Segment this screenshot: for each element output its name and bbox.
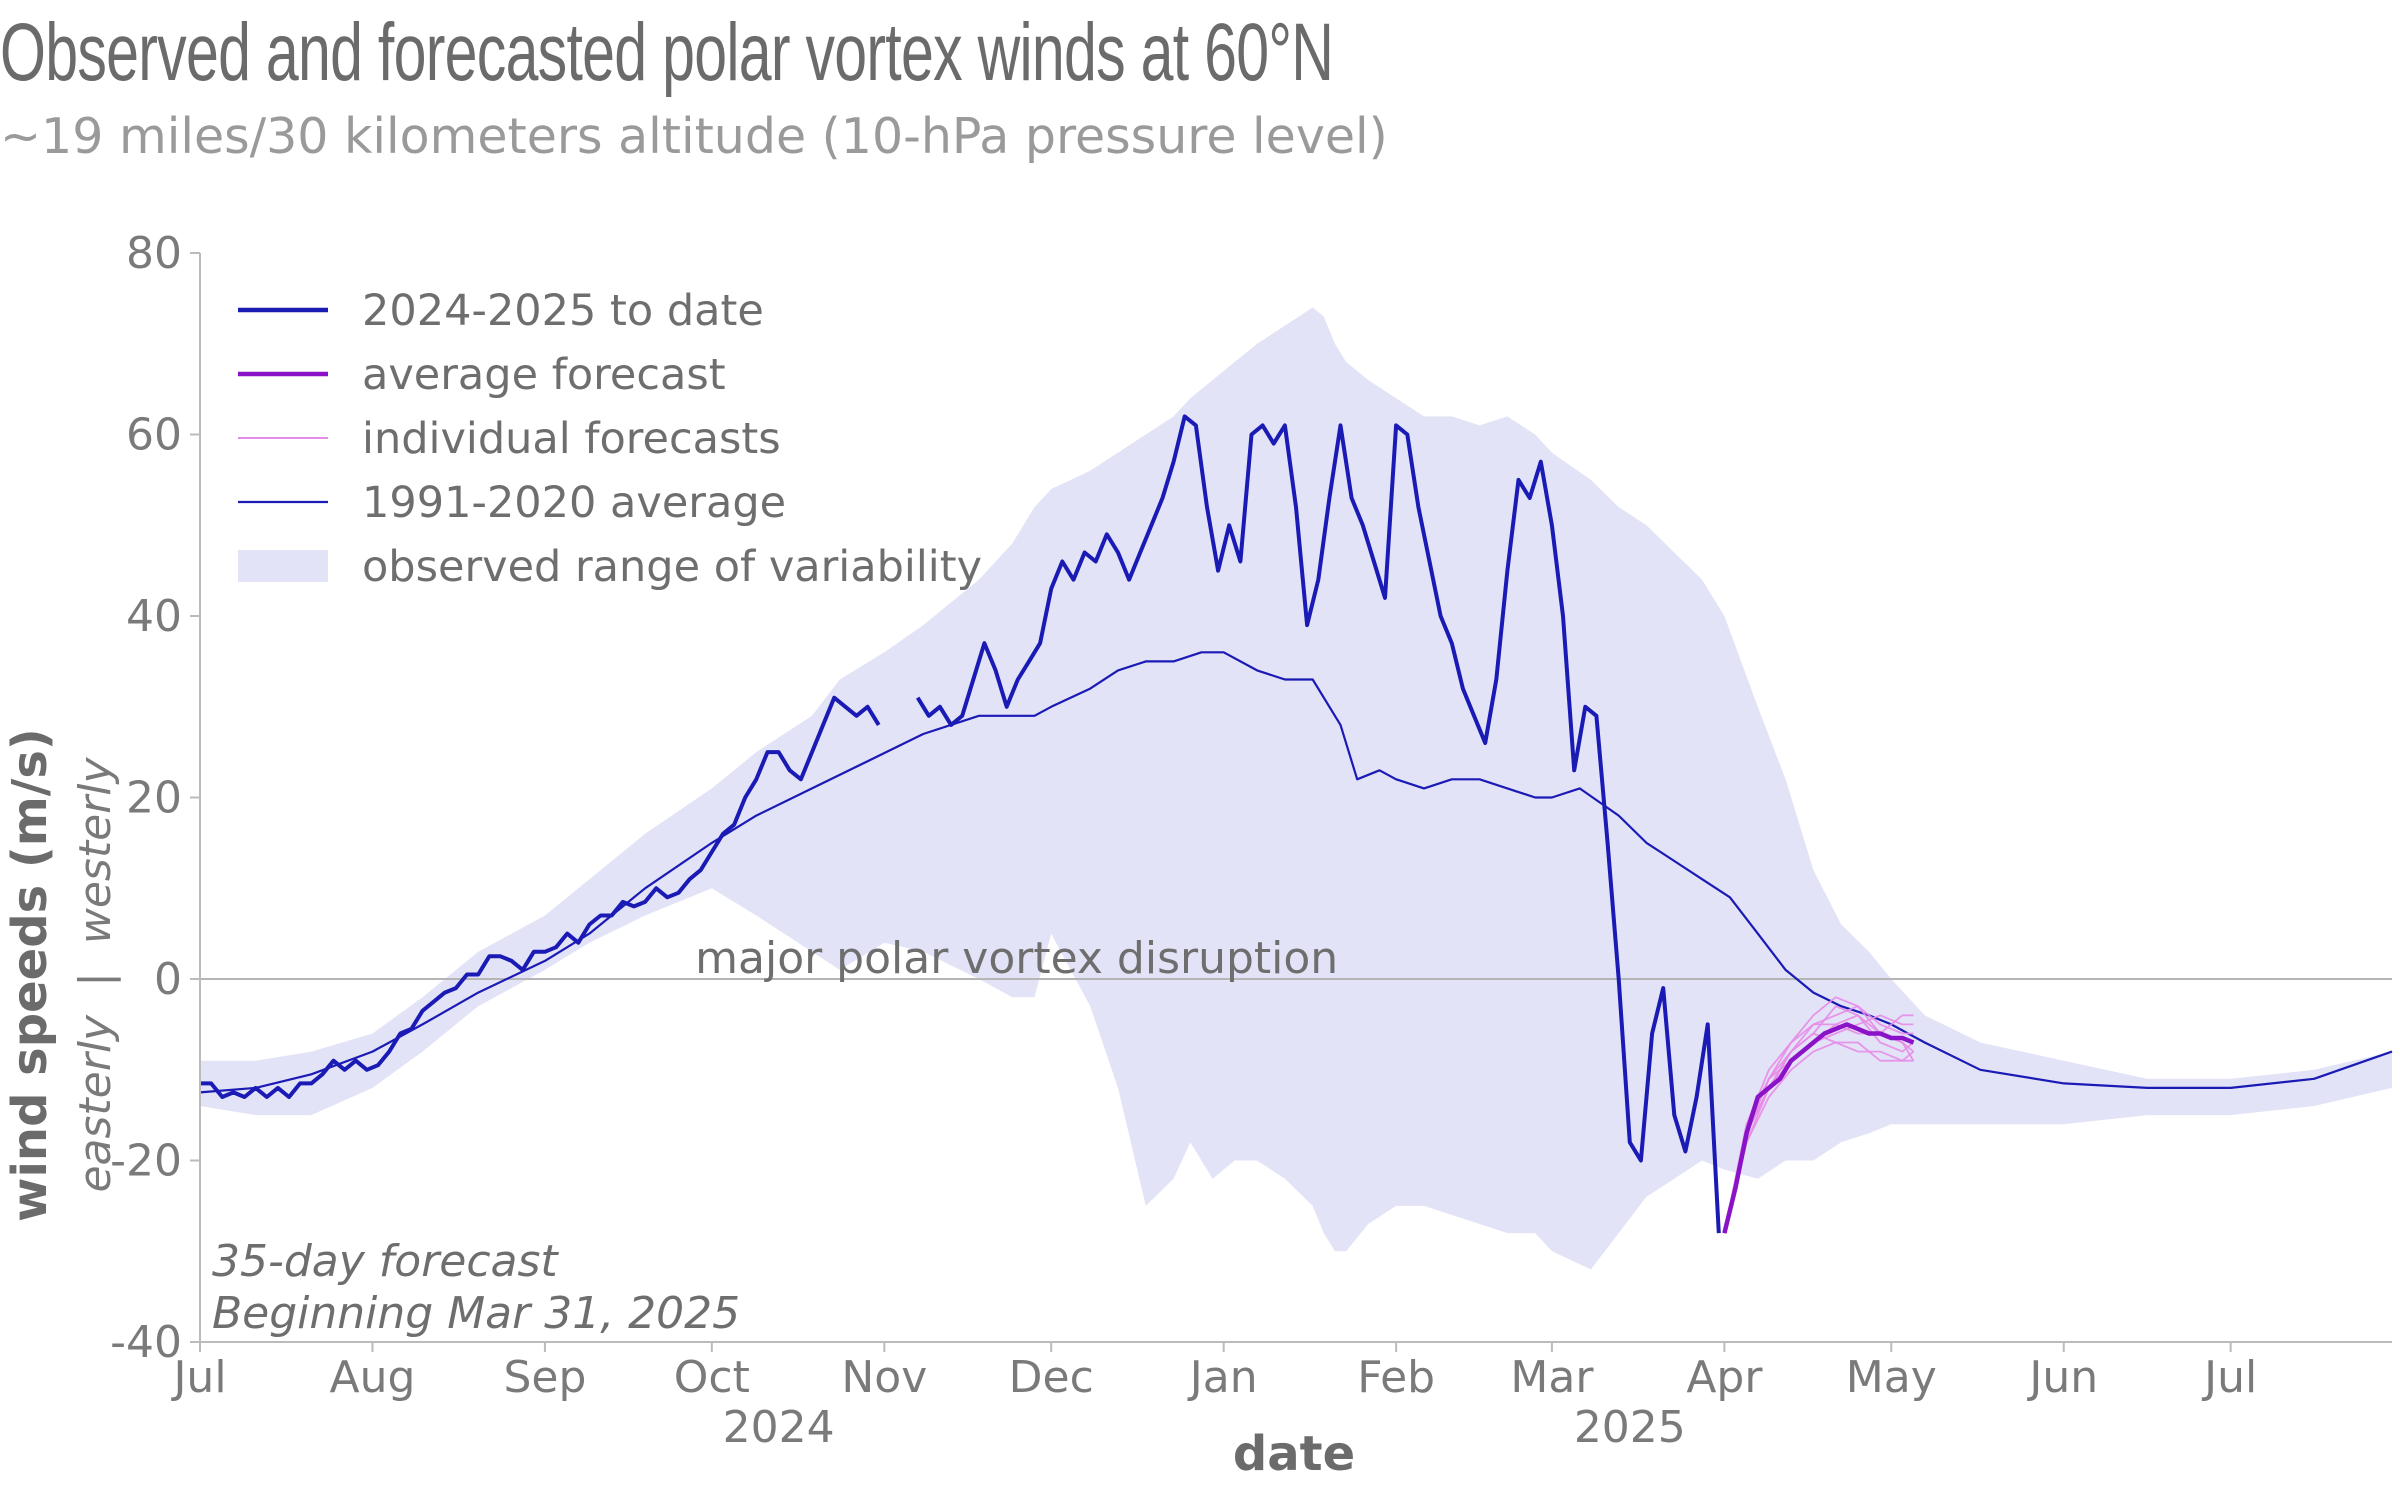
average-forecast-line	[1722, 1022, 1915, 1234]
legend-label-climatology: 1991-2020 average	[362, 478, 786, 528]
observed-line-segment-2	[915, 414, 1721, 1234]
x-tick-label: Jun	[2026, 1352, 2098, 1403]
chart-title: Observed and forecasted polar vortex win…	[0, 7, 1334, 98]
climatology-line	[199, 651, 2393, 1094]
series-layer	[199, 414, 2393, 1234]
range-band	[200, 307, 2392, 1270]
x-year-label: 2025	[1574, 1402, 1686, 1453]
x-tick-label: Dec	[1009, 1352, 1094, 1403]
x-tick-label: Jan	[1187, 1352, 1258, 1403]
legend-swatch-range	[238, 550, 328, 582]
y-tick-label: -20	[110, 1136, 182, 1187]
legend-label-individual-forecasts: individual forecasts	[362, 414, 781, 464]
x-tick-label: Mar	[1510, 1352, 1594, 1403]
x-tick-label: Oct	[674, 1352, 750, 1403]
y-axis-sub-label-group: easterly | westerly	[70, 757, 121, 1193]
y-axis-direction-label: easterly | westerly	[70, 757, 121, 1193]
y-tick-label: -40	[110, 1317, 182, 1368]
y-tick-label: 20	[126, 773, 182, 824]
y-tick-label: 0	[154, 954, 182, 1005]
x-tick-label: Nov	[841, 1352, 927, 1403]
x-year-label: 2024	[723, 1402, 835, 1453]
individual-forecast-line-7	[1723, 1005, 1915, 1234]
x-tick-label: May	[1846, 1352, 1937, 1403]
x-tick-label: Sep	[503, 1352, 586, 1403]
y-tick-label: 80	[126, 228, 182, 279]
legend: 2024-2025 to date average forecast individ…	[238, 286, 982, 592]
x-tick-label: Jul	[170, 1352, 226, 1403]
legend-label-range: observed range of variability	[362, 542, 982, 592]
individual-forecast-line-5	[1723, 1041, 1915, 1234]
legend-label-observed: 2024-2025 to date	[362, 286, 764, 336]
range-layer	[200, 307, 2392, 1270]
y-tick-label: 40	[126, 591, 182, 642]
y-axis-label: wind speeds (m/s)	[2, 728, 58, 1222]
x-axis-label: date	[1233, 1426, 1355, 1482]
x-tick-label: Feb	[1357, 1352, 1435, 1403]
y-axis-label-group: wind speeds (m/s)	[2, 728, 58, 1222]
x-tick-label: Aug	[330, 1352, 416, 1403]
y-tick-label: 60	[126, 410, 182, 461]
forecast-note-line-1: 35-day forecast	[212, 1236, 559, 1287]
observed-line-segment-1	[200, 695, 881, 1099]
reference-line-label: major polar vortex disruption	[695, 933, 1338, 984]
x-tick-label: Jul	[2201, 1352, 2257, 1403]
x-tick-label: Apr	[1686, 1352, 1763, 1403]
legend-label-average-forecast: average forecast	[362, 350, 726, 400]
forecast-note-line-2: Beginning Mar 31, 2025	[212, 1288, 740, 1339]
chart-subtitle: ~19 miles/30 kilometers altitude (10-hPa…	[0, 108, 1388, 165]
